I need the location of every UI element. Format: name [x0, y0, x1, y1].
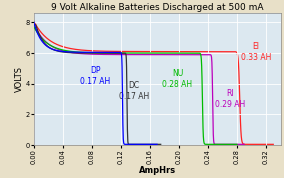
X-axis label: AmpHrs: AmpHrs [139, 166, 176, 174]
Text: DP
0.17 AH: DP 0.17 AH [80, 66, 110, 86]
Text: NU
0.28 AH: NU 0.28 AH [162, 69, 193, 89]
Text: DC
0.17 AH: DC 0.17 AH [119, 81, 149, 101]
Title: 9 Volt Alkaline Batteries Discharged at 500 mA: 9 Volt Alkaline Batteries Discharged at … [51, 4, 263, 12]
Text: RI
0.29 AH: RI 0.29 AH [215, 89, 245, 109]
Text: EI
0.33 AH: EI 0.33 AH [241, 41, 271, 62]
Y-axis label: VOLTS: VOLTS [15, 66, 24, 92]
